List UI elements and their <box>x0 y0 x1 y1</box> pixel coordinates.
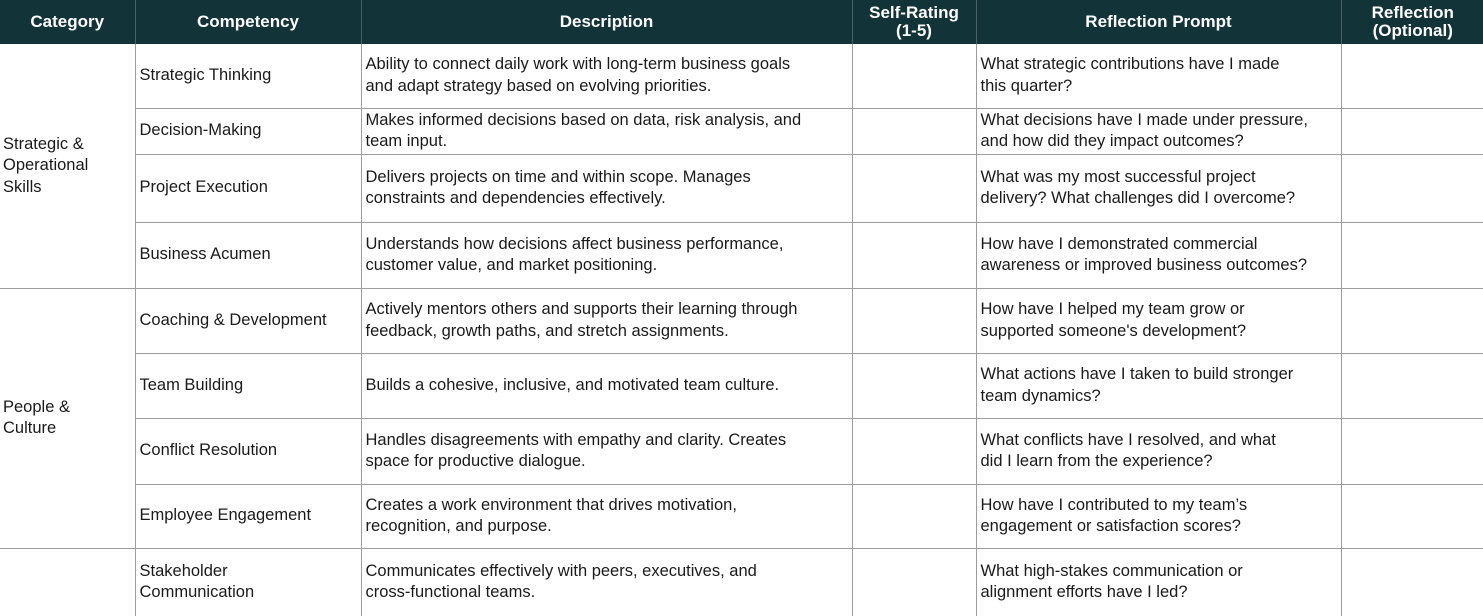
self-rating-cell[interactable] <box>852 418 977 485</box>
table-row: Decision-Making Makes informed decisions… <box>0 108 1483 155</box>
reflection-cell[interactable] <box>1341 44 1483 109</box>
header-description[interactable]: Description <box>361 0 853 44</box>
competency-cell[interactable]: Strategic Thinking <box>135 44 362 109</box>
category-cell[interactable] <box>0 548 136 616</box>
reflection-cell[interactable] <box>1341 288 1483 354</box>
reflection-prompt-cell[interactable]: How have I contributed to my team’s engag… <box>976 484 1342 549</box>
reflection-prompt-cell[interactable]: What high-stakes communication or alignme… <box>976 548 1342 616</box>
self-rating-cell[interactable] <box>852 548 977 616</box>
description-cell[interactable]: Delivers projects on time and within sco… <box>361 154 853 223</box>
reflection-cell[interactable] <box>1341 548 1483 616</box>
competency-cell[interactable]: Coaching & Development <box>135 288 362 354</box>
competency-cell[interactable]: Project Execution <box>135 154 362 223</box>
description-cell[interactable]: Creates a work environment that drives m… <box>361 484 853 549</box>
reflection-prompt-cell[interactable]: What strategic contributions have I made… <box>976 44 1342 109</box>
table-row: Conflict Resolution Handles disagreement… <box>0 418 1483 485</box>
header-competency[interactable]: Competency <box>135 0 362 44</box>
description-cell[interactable]: Understands how decisions affect busines… <box>361 222 853 289</box>
header-reflection-prompt[interactable]: Reflection Prompt <box>976 0 1342 44</box>
table-row: Business Acumen Understands how decision… <box>0 222 1483 289</box>
reflection-cell[interactable] <box>1341 154 1483 223</box>
table-row: Employee Engagement Creates a work envir… <box>0 484 1483 549</box>
competency-cell[interactable]: Decision-Making <box>135 108 362 155</box>
reflection-cell[interactable] <box>1341 418 1483 485</box>
reflection-cell[interactable] <box>1341 484 1483 549</box>
description-cell[interactable]: Actively mentors others and supports the… <box>361 288 853 354</box>
description-cell[interactable]: Builds a cohesive, inclusive, and motiva… <box>361 353 853 419</box>
self-rating-cell[interactable] <box>852 353 977 419</box>
category-cell[interactable]: Strategic & Operational Skills <box>0 44 136 289</box>
competency-cell[interactable]: Team Building <box>135 353 362 419</box>
header-row: Category Competency Description Self-Rat… <box>0 0 1483 44</box>
table-row: People & Culture Coaching & Development A… <box>0 288 1483 549</box>
table-row: Team Building Builds a cohesive, inclusi… <box>0 353 1483 419</box>
reflection-prompt-cell[interactable]: What decisions have I made under pressur… <box>976 108 1342 155</box>
header-reflection[interactable]: Reflection (Optional) <box>1341 0 1483 44</box>
competency-cell[interactable]: Business Acumen <box>135 222 362 289</box>
table-row: Project Execution Delivers projects on t… <box>0 154 1483 223</box>
description-cell[interactable]: Makes informed decisions based on data, … <box>361 108 853 155</box>
reflection-prompt-cell[interactable]: What actions have I taken to build stron… <box>976 353 1342 419</box>
description-cell[interactable]: Ability to connect daily work with long-… <box>361 44 853 109</box>
reflection-prompt-cell[interactable]: What conflicts have I resolved, and what… <box>976 418 1342 485</box>
reflection-cell[interactable] <box>1341 108 1483 155</box>
self-rating-cell[interactable] <box>852 288 977 354</box>
competency-cell[interactable]: Employee Engagement <box>135 484 362 549</box>
reflection-prompt-cell[interactable]: How have I demonstrated commercial awaren… <box>976 222 1342 289</box>
table-row: Strategic & Operational Skills Strategic T… <box>0 44 1483 289</box>
table-row: Stakeholder Communication Communicates ef… <box>0 548 1483 616</box>
reflection-prompt-cell[interactable]: What was my most successful project deliv… <box>976 154 1342 223</box>
self-rating-cell[interactable] <box>852 154 977 223</box>
self-rating-cell[interactable] <box>852 222 977 289</box>
description-cell[interactable]: Handles disagreements with empathy and c… <box>361 418 853 485</box>
self-rating-cell[interactable] <box>852 44 977 109</box>
self-rating-cell[interactable] <box>852 108 977 155</box>
header-self-rating[interactable]: Self-Rating (1-5) <box>852 0 977 44</box>
description-cell[interactable]: Communicates effectively with peers, exe… <box>361 548 853 616</box>
reflection-prompt-cell[interactable]: How have I helped my team grow or support… <box>976 288 1342 354</box>
reflection-cell[interactable] <box>1341 353 1483 419</box>
reflection-cell[interactable] <box>1341 222 1483 289</box>
category-cell[interactable]: People & Culture <box>0 288 136 549</box>
competency-cell[interactable]: Stakeholder Communication <box>135 548 362 616</box>
header-category[interactable]: Category <box>0 0 136 44</box>
competency-cell[interactable]: Conflict Resolution <box>135 418 362 485</box>
self-rating-cell[interactable] <box>852 484 977 549</box>
